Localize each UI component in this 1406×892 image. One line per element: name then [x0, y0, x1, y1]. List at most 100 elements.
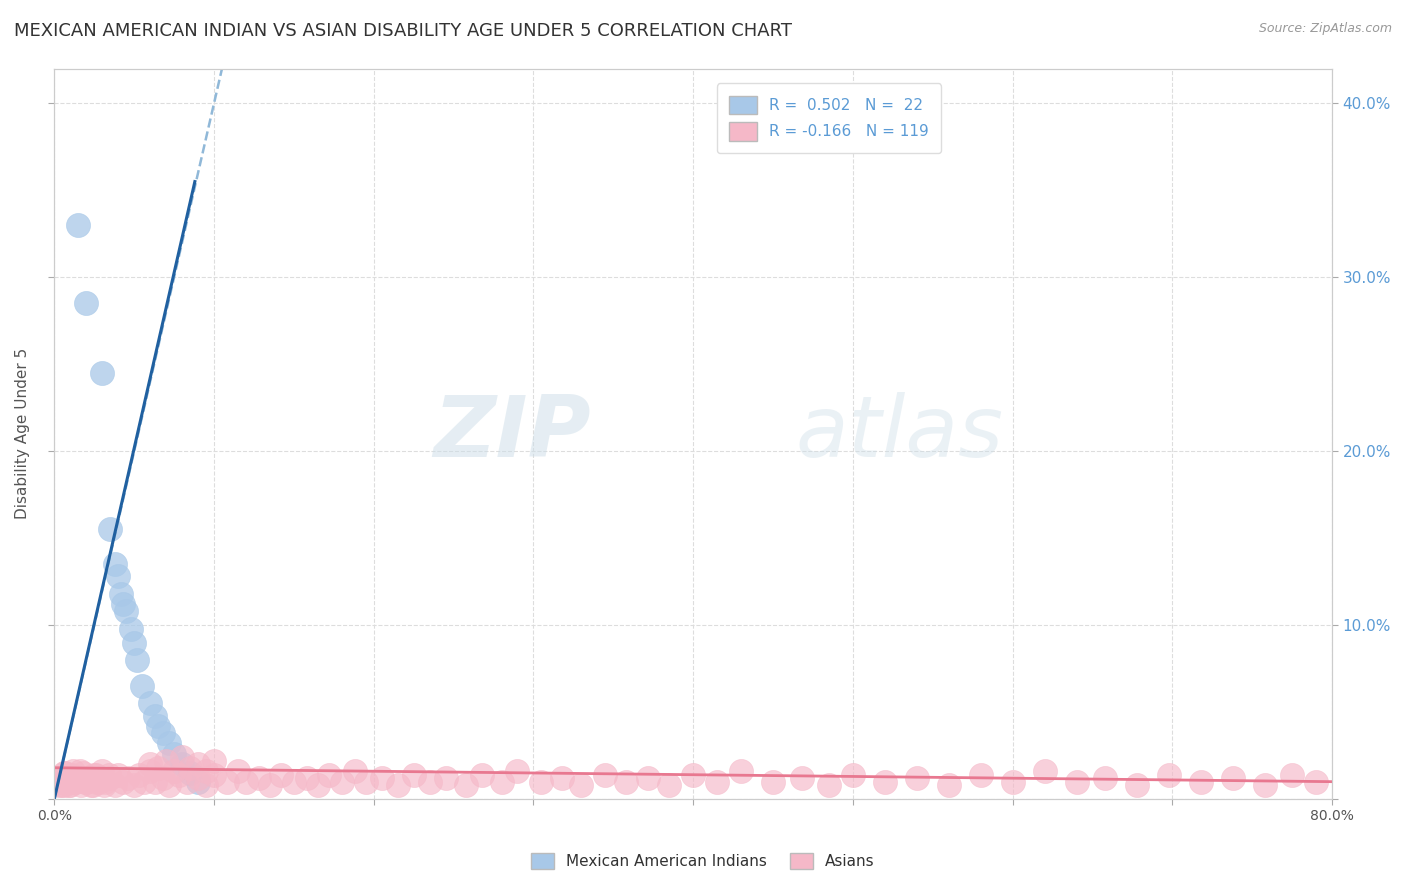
- Point: [762, 774, 785, 789]
- Text: MEXICAN AMERICAN INDIAN VS ASIAN DISABILITY AGE UNDER 5 CORRELATION CHART: MEXICAN AMERICAN INDIAN VS ASIAN DISABIL…: [14, 22, 792, 40]
- Point: [122, 635, 145, 649]
- Point: [157, 736, 180, 750]
- Point: [67, 771, 90, 785]
- Point: [49, 774, 72, 789]
- Point: [307, 778, 329, 792]
- Point: [152, 726, 174, 740]
- Point: [59, 768, 82, 782]
- Point: [82, 778, 104, 792]
- Point: [730, 764, 752, 779]
- Point: [76, 771, 98, 785]
- Point: [55, 774, 77, 789]
- Point: [187, 771, 209, 785]
- Point: [146, 761, 169, 775]
- Point: [70, 778, 93, 792]
- Point: [187, 757, 209, 772]
- Point: [51, 771, 73, 785]
- Point: [970, 768, 993, 782]
- Text: Source: ZipAtlas.com: Source: ZipAtlas.com: [1258, 22, 1392, 36]
- Point: [682, 768, 704, 782]
- Point: [202, 754, 225, 768]
- Point: [172, 750, 194, 764]
- Point: [111, 597, 134, 611]
- Point: [247, 771, 270, 785]
- Point: [330, 774, 353, 789]
- Point: [402, 768, 425, 782]
- Point: [73, 774, 96, 789]
- Point: [91, 764, 114, 779]
- Point: [179, 766, 201, 780]
- Point: [195, 778, 218, 792]
- Point: [551, 771, 574, 785]
- Point: [60, 768, 83, 782]
- Point: [80, 778, 103, 792]
- Point: [1189, 774, 1212, 789]
- Point: [790, 771, 813, 785]
- Point: [471, 768, 494, 782]
- Point: [155, 754, 177, 768]
- Point: [87, 774, 110, 789]
- Point: [83, 768, 105, 782]
- Point: [371, 771, 394, 785]
- Point: [55, 766, 77, 780]
- Point: [98, 523, 121, 537]
- Point: [419, 774, 441, 789]
- Point: [52, 778, 75, 792]
- Point: [63, 774, 86, 789]
- Point: [614, 774, 637, 789]
- Point: [202, 768, 225, 782]
- Point: [1159, 768, 1181, 782]
- Point: [146, 719, 169, 733]
- Point: [122, 778, 145, 792]
- Point: [163, 764, 186, 779]
- Point: [58, 771, 80, 785]
- Point: [152, 771, 174, 785]
- Point: [1126, 778, 1149, 792]
- Point: [56, 771, 79, 785]
- Point: [139, 697, 162, 711]
- Point: [52, 766, 75, 780]
- Point: [60, 774, 83, 789]
- Point: [63, 774, 86, 789]
- Point: [84, 768, 107, 782]
- Point: [434, 771, 457, 785]
- Point: [1094, 771, 1116, 785]
- Point: [49, 771, 72, 785]
- Point: [128, 768, 150, 782]
- Point: [1033, 764, 1056, 779]
- Point: [595, 768, 617, 782]
- Point: [163, 747, 186, 761]
- Y-axis label: Disability Age Under 5: Disability Age Under 5: [15, 348, 30, 519]
- Point: [46, 774, 69, 789]
- Point: [115, 604, 138, 618]
- Point: [905, 771, 928, 785]
- Point: [59, 778, 82, 792]
- Point: [270, 768, 292, 782]
- Point: [93, 778, 115, 792]
- Point: [259, 778, 281, 792]
- Point: [104, 778, 127, 792]
- Point: [143, 774, 166, 789]
- Point: [56, 774, 79, 789]
- Point: [75, 296, 97, 310]
- Point: [1222, 771, 1244, 785]
- Text: ZIP: ZIP: [433, 392, 591, 475]
- Point: [658, 778, 681, 792]
- Point: [58, 778, 80, 792]
- Point: [226, 764, 249, 779]
- Point: [139, 764, 162, 779]
- Point: [143, 708, 166, 723]
- Point: [120, 622, 142, 636]
- Point: [107, 569, 129, 583]
- Point: [157, 778, 180, 792]
- Point: [1305, 774, 1327, 789]
- Point: [97, 768, 120, 782]
- Point: [67, 218, 90, 232]
- Point: [1254, 778, 1277, 792]
- Point: [48, 778, 70, 792]
- Point: [842, 768, 865, 782]
- Legend: Mexican American Indians, Asians: Mexican American Indians, Asians: [524, 847, 882, 875]
- Point: [283, 774, 305, 789]
- Point: [456, 778, 478, 792]
- Point: [1001, 774, 1024, 789]
